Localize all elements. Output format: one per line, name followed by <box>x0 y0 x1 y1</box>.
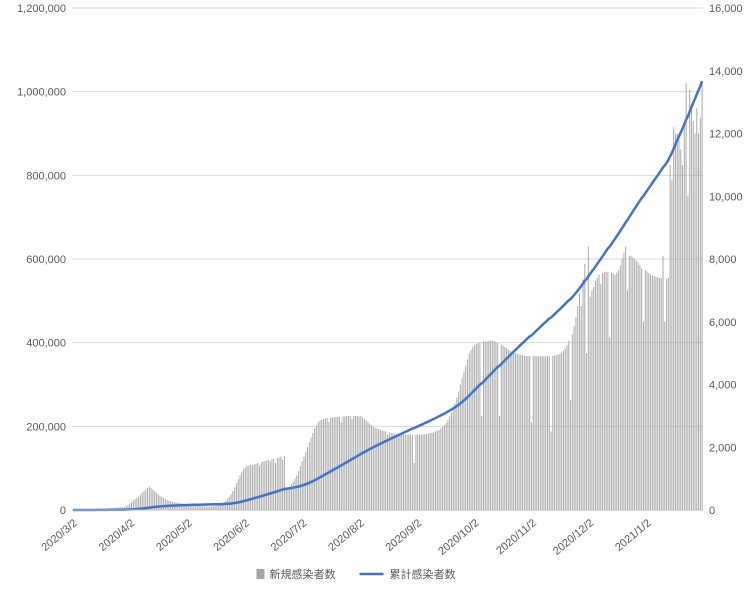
svg-text:400,000: 400,000 <box>26 338 66 350</box>
svg-text:0: 0 <box>709 505 715 517</box>
chart-container: 0 200,000 400,000 600,000 800,000 1,000,000 1,… <box>0 0 753 590</box>
svg-text:1,000,000: 1,000,000 <box>17 87 66 99</box>
svg-text:800,000: 800,000 <box>26 170 66 182</box>
svg-text:新規感染者数: 新規感染者数 <box>270 567 336 581</box>
svg-text:6,000: 6,000 <box>709 317 737 329</box>
svg-text:8,000: 8,000 <box>709 254 737 266</box>
svg-text:0: 0 <box>60 505 66 517</box>
svg-text:累計感染者数: 累計感染者数 <box>390 567 456 581</box>
svg-text:16,000: 16,000 <box>709 3 743 15</box>
svg-text:4,000: 4,000 <box>709 380 737 392</box>
svg-text:600,000: 600,000 <box>26 254 66 266</box>
combo-chart: 0 200,000 400,000 600,000 800,000 1,000,000 1,… <box>0 0 753 590</box>
svg-text:10,000: 10,000 <box>709 191 743 203</box>
svg-text:12,000: 12,000 <box>709 129 743 141</box>
svg-text:200,000: 200,000 <box>26 421 66 433</box>
svg-text:2,000: 2,000 <box>709 442 737 454</box>
svg-text:14,000: 14,000 <box>709 66 743 78</box>
svg-text:1,200,000: 1,200,000 <box>17 3 66 15</box>
